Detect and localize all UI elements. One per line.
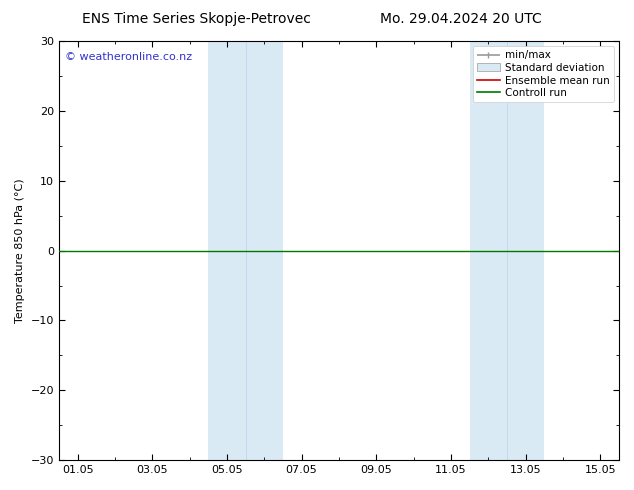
Bar	[209, 41, 283, 460]
Text: ENS Time Series Skopje-Petrovec: ENS Time Series Skopje-Petrovec	[82, 12, 311, 26]
Bar	[470, 41, 545, 460]
Y-axis label: Temperature 850 hPa (°C): Temperature 850 hPa (°C)	[15, 178, 25, 323]
Text: Mo. 29.04.2024 20 UTC: Mo. 29.04.2024 20 UTC	[380, 12, 542, 26]
Text: © weatheronline.co.nz: © weatheronline.co.nz	[65, 51, 191, 62]
Legend: min/max, Standard deviation, Ensemble mean run, Controll run: min/max, Standard deviation, Ensemble me…	[472, 46, 614, 102]
